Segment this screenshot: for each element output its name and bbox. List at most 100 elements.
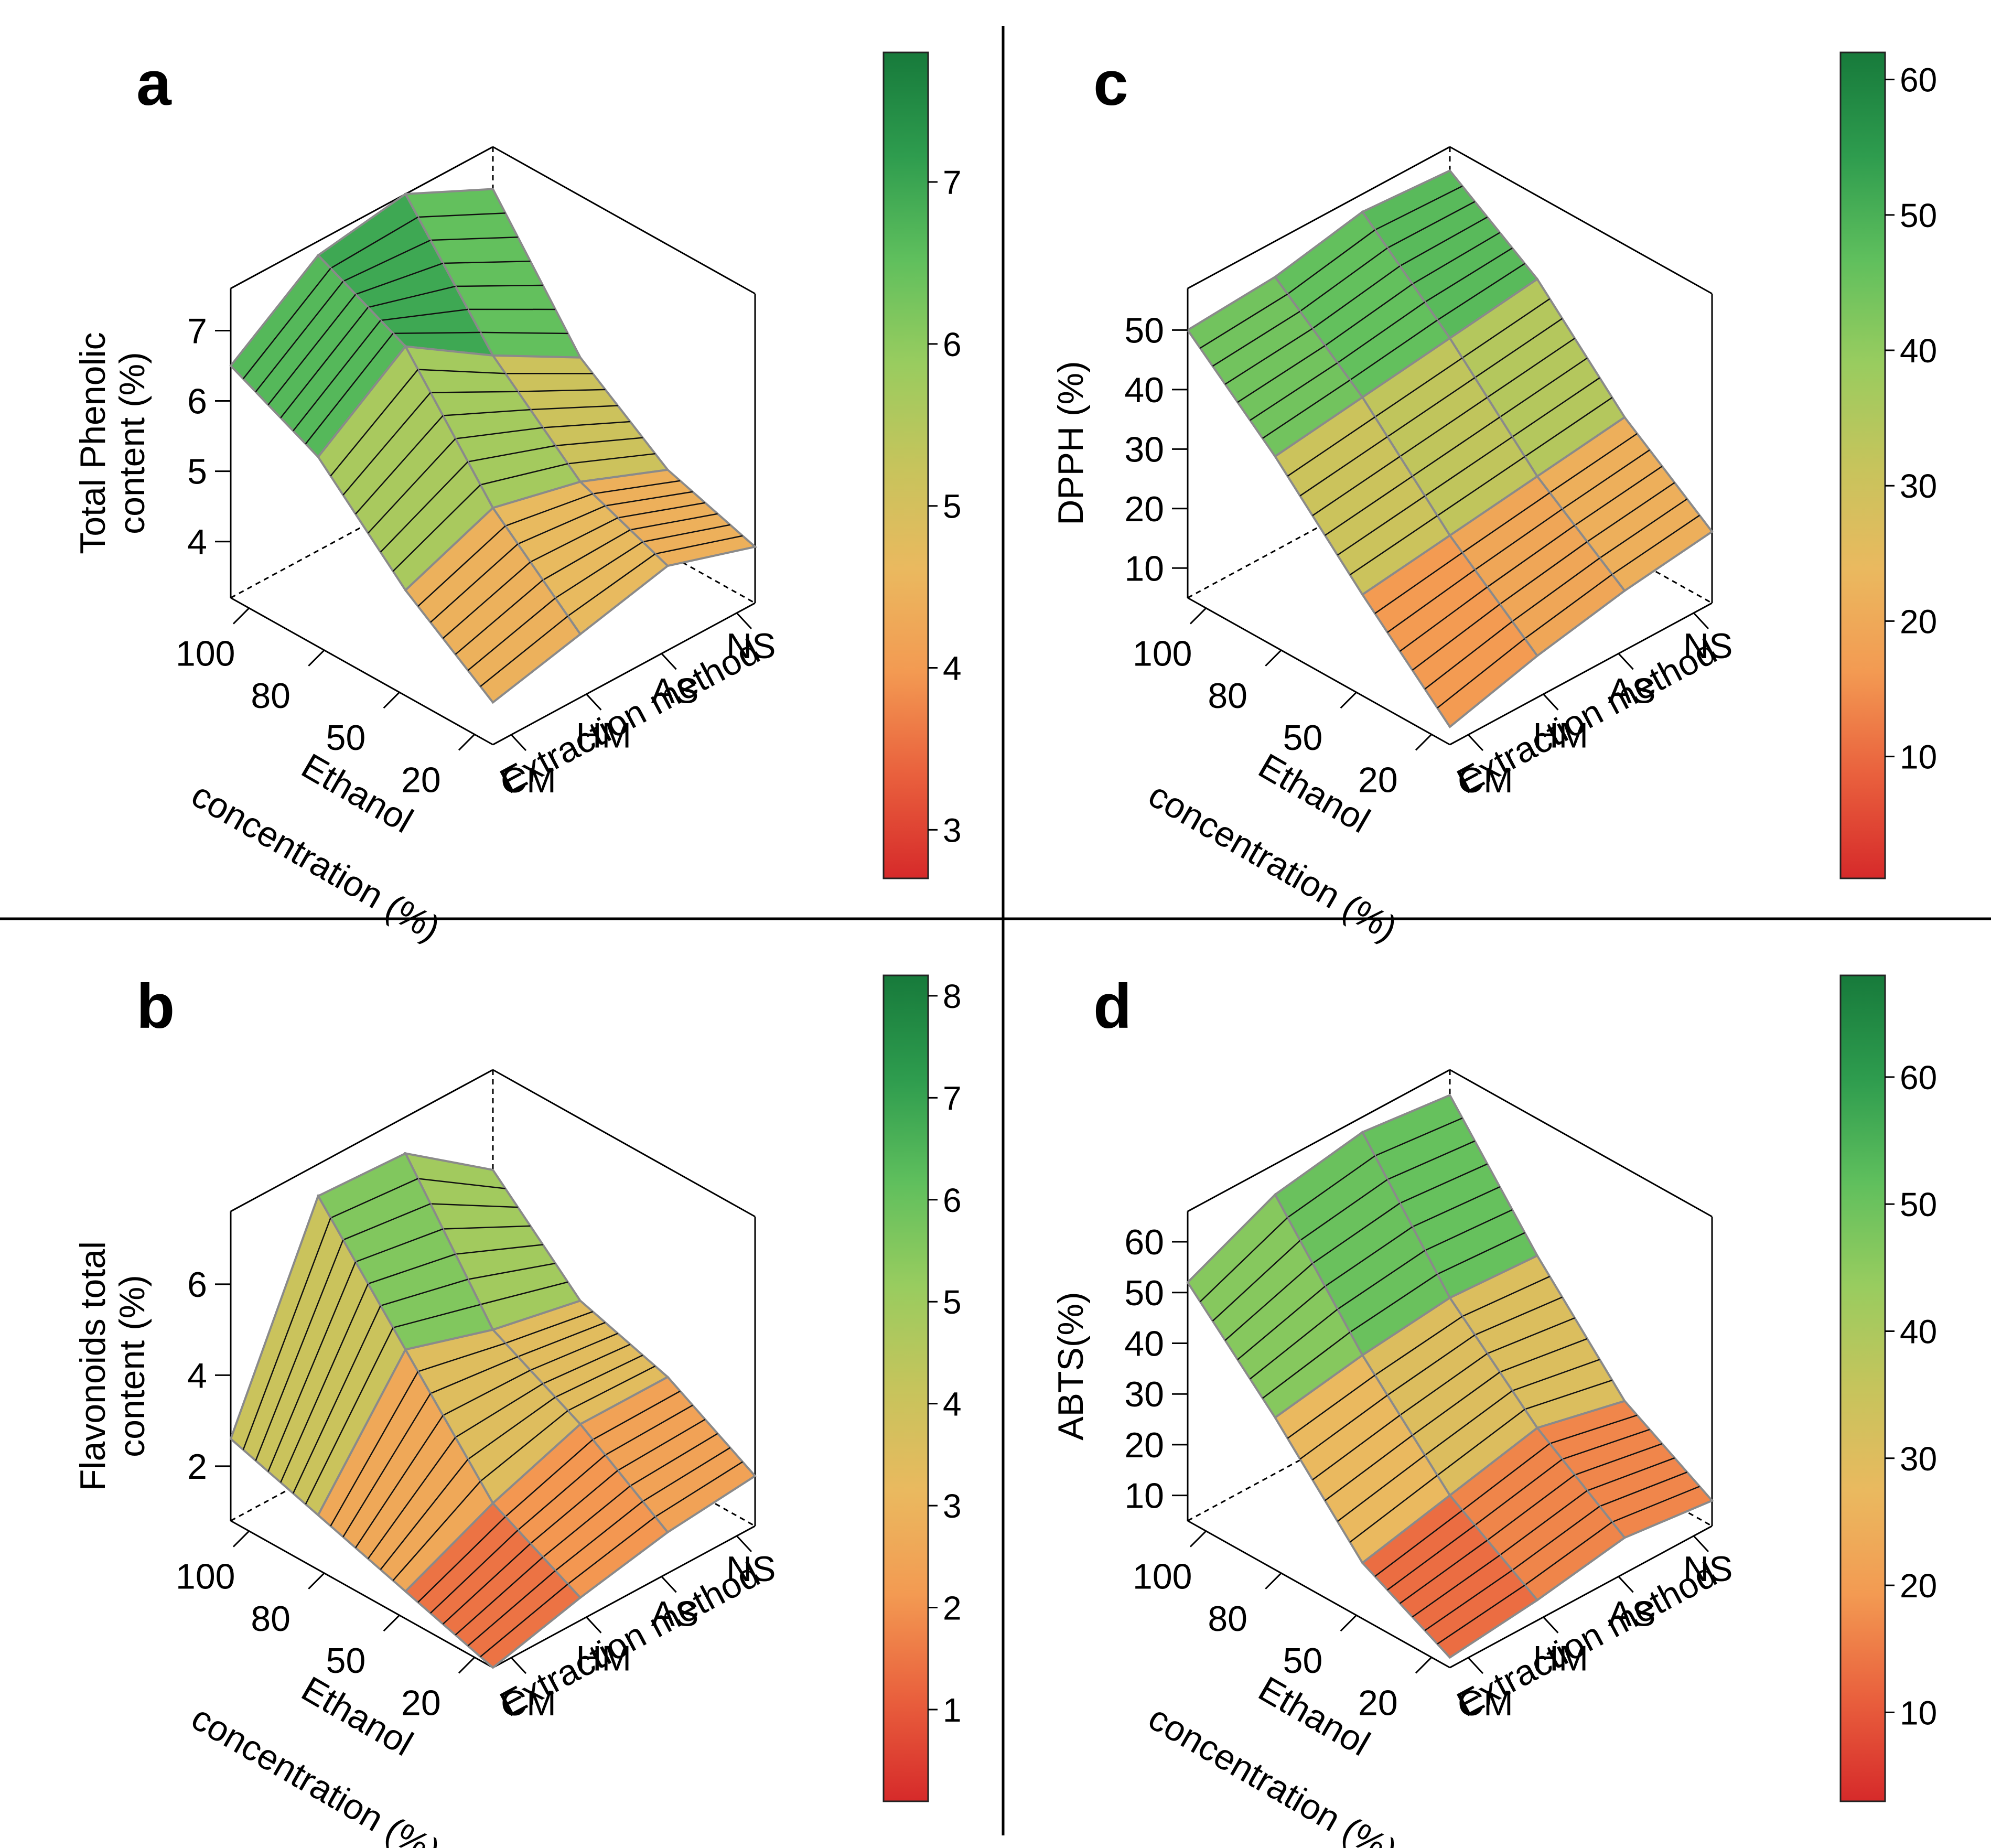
- surface-hatch-line: [393, 331, 481, 335]
- surface-hatch-line: [567, 1365, 656, 1412]
- method-tick: [1618, 1576, 1634, 1593]
- surface-hatch-line: [1412, 1554, 1500, 1618]
- surface-hatch-line: [392, 1480, 481, 1581]
- z-tick-label: 7: [187, 311, 207, 351]
- frame-front-right: [492, 1525, 756, 1669]
- surface-hatch-line: [1199, 1217, 1288, 1303]
- surface-hatch-line: [342, 392, 431, 496]
- ethanol-tick-label: 20: [1358, 760, 1398, 800]
- surface-hatch-line: [355, 1228, 444, 1263]
- method-tick: [586, 693, 602, 711]
- surface-hatch-line: [380, 1459, 469, 1570]
- surface-hatch-line: [1349, 319, 1438, 381]
- z-tick-label: 30: [1124, 1374, 1164, 1414]
- surface-hatch-line: [305, 333, 394, 445]
- surface-hatch-line: [455, 1244, 543, 1255]
- surface-hatch-line: [1349, 1273, 1438, 1333]
- colorbar-tick-label: 50: [1900, 197, 1937, 234]
- surface-hatch-line: [368, 1253, 456, 1285]
- surface-hatch-line: [1387, 1524, 1476, 1591]
- ethanol-tick: [1189, 1530, 1207, 1548]
- z-axis-label: DPPH (%): [1051, 361, 1091, 525]
- colorbar-tick-label: 2: [943, 1589, 962, 1627]
- surface-hatch-line: [443, 260, 531, 264]
- ethanol-tick: [1340, 1615, 1357, 1632]
- surface-hatch-line: [505, 493, 593, 527]
- surface-hatch-line: [430, 1203, 518, 1208]
- frame-front-right: [1449, 1525, 1713, 1669]
- surface-hatch-line: [1462, 1443, 1551, 1511]
- colorbar-tick-label: 10: [1900, 1694, 1937, 1732]
- surface-hatch-line: [1424, 621, 1513, 690]
- method-tick-label: NS: [726, 1549, 776, 1589]
- method-tick-label: AS: [651, 671, 699, 711]
- frame-front-left: [1187, 597, 1450, 746]
- colorbar-tick-label: 5: [943, 488, 962, 525]
- ethanol-tick-label: 50: [1283, 718, 1323, 758]
- surface-hatch-line: [1562, 1428, 1650, 1460]
- surface-hatch-line: [280, 1283, 369, 1483]
- surface-hatch-line: [1499, 1490, 1588, 1556]
- surface-hatch-line: [1499, 1338, 1588, 1373]
- z-tick-label: 20: [1124, 1425, 1164, 1465]
- surface-hatch-line: [1387, 1334, 1476, 1396]
- surface-hatch-line: [1224, 328, 1313, 385]
- colorbar-tick-label: 20: [1900, 1567, 1937, 1605]
- colorbar-tick-label: 7: [943, 164, 962, 201]
- surface-hatch-line: [1474, 1458, 1563, 1526]
- surface-hatch-line: [1325, 1434, 1413, 1501]
- surface-hatch-line: [255, 281, 344, 392]
- z-axis-label-line2: content (%): [112, 352, 152, 534]
- surface-hatch-line: [1337, 302, 1426, 364]
- surface-hatch-line: [293, 320, 381, 432]
- z-axis-label-line1: Flavonoids total: [73, 1241, 113, 1491]
- z-tick-label: 4: [187, 1356, 207, 1395]
- surface-hatch-line: [480, 1281, 568, 1305]
- surface-hatch-line: [367, 1437, 456, 1560]
- surface-hatch-line: [1549, 433, 1638, 493]
- ethanol-tick: [232, 1530, 250, 1548]
- surface-hatch-line: [1400, 1163, 1488, 1204]
- colorbar-tick-label: 8: [943, 977, 962, 1015]
- surface-hatch-line: [1424, 1209, 1513, 1251]
- surface-hatch-line: [1499, 541, 1588, 605]
- method-tick-label: CM: [501, 760, 556, 800]
- surface-hatch-line: [1424, 1390, 1513, 1456]
- surface-hatch-line: [1337, 495, 1426, 556]
- surface-hatch-line: [1400, 1540, 1488, 1604]
- ethanol-tick: [383, 1615, 400, 1632]
- surface-hatch-line: [1374, 185, 1463, 231]
- colorbar-rect: [1839, 974, 1886, 1802]
- surface-hatch-line: [443, 1225, 531, 1230]
- surface-hatch-line: [1437, 456, 1525, 517]
- surface-hatch-line: [1237, 1286, 1326, 1360]
- ethanol-tick-label: 20: [1358, 1683, 1398, 1723]
- surface-d: [1186, 1093, 1714, 1659]
- surface-hatch-line: [1287, 1155, 1375, 1218]
- colorbar-tick-label: 4: [943, 650, 962, 687]
- ethanol-tick-label: 50: [326, 1641, 366, 1681]
- surface-hatch-line: [1524, 1521, 1613, 1586]
- method-tick: [1543, 693, 1559, 711]
- colorbar-a: 3 4 5 6 7: [883, 51, 962, 879]
- ethanol-tick-label: 50: [1283, 1641, 1323, 1681]
- method-tick: [736, 612, 752, 629]
- surface-hatch-line: [418, 369, 505, 374]
- surface-hatch-line: [518, 389, 606, 392]
- method-tick-label: AS: [1608, 1594, 1656, 1634]
- surface-hatch-line: [393, 1304, 481, 1328]
- z-axis-label: ABTS(%): [1051, 1292, 1091, 1440]
- surface-hatch-line: [1412, 604, 1500, 671]
- surface-hatch-line: [1374, 1117, 1463, 1157]
- z-tick-label: 10: [1124, 549, 1164, 588]
- surface-hatch-line: [592, 1390, 681, 1441]
- z-tick-label: 40: [1124, 1324, 1164, 1363]
- surface-hatch-line: [543, 421, 630, 428]
- colorbar-b: 1 2 3 4 5 6 7 8: [883, 974, 962, 1802]
- surface-hatch-line: [480, 615, 568, 687]
- method-tick: [586, 1616, 602, 1634]
- ethanol-tick-label: 20: [401, 760, 441, 800]
- surface-hatch-line: [1499, 357, 1588, 418]
- ethanol-tick: [383, 692, 400, 709]
